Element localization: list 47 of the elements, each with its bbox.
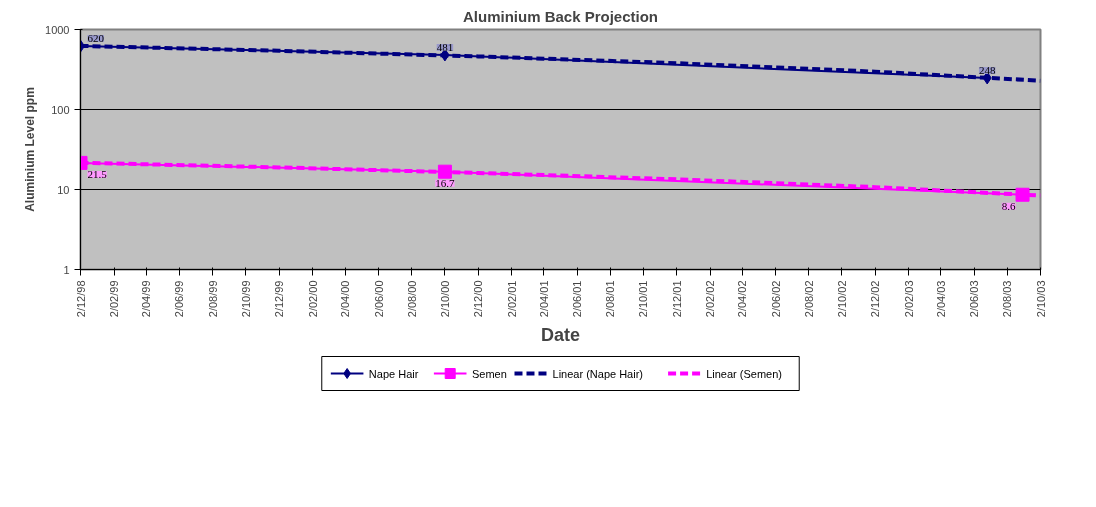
legend-label: Linear (Nape Hair): [552, 367, 644, 380]
x-tick-label: 2/02/00: [306, 280, 319, 318]
x-tick-label: 2/06/02: [769, 280, 782, 318]
legend-label: Semen: [471, 367, 507, 380]
x-tick-label: 2/10/00: [438, 280, 451, 318]
x-tick-label: 2/08/00: [405, 280, 418, 318]
x-tick-label: 2/02/03: [902, 280, 915, 318]
x-tick-label: 2/08/99: [206, 280, 219, 318]
x-axis-title: Date: [540, 325, 581, 346]
x-tick-label: 2/10/02: [835, 280, 848, 318]
y-tick-label: 1000: [45, 23, 70, 36]
x-tick-label: 2/02/01: [505, 280, 518, 318]
y-tick-label: 1: [63, 263, 70, 276]
data-label: 21.5: [87, 167, 108, 180]
data-label: 481: [436, 40, 454, 53]
x-tick-label: 2/04/02: [736, 280, 749, 318]
x-tick-label: 2/12/02: [869, 280, 882, 318]
x-tick-label: 2/06/99: [173, 280, 186, 318]
data-label: 16.7: [435, 176, 456, 189]
data-label: 620: [87, 32, 105, 45]
data-label: 8.6: [1001, 199, 1017, 212]
y-tick-label: 10: [57, 183, 70, 196]
x-tick-label: 2/06/00: [372, 280, 385, 318]
data-label: 248: [978, 63, 996, 76]
chart-title: Aluminium Back Projection: [462, 7, 659, 25]
x-tick-label: 2/10/03: [1034, 280, 1047, 318]
x-tick-label: 2/04/99: [140, 280, 153, 318]
x-tick-label: 2/06/03: [968, 280, 981, 318]
x-tick-label: 2/06/01: [571, 280, 584, 318]
x-tick-label: 2/04/03: [934, 280, 947, 318]
x-tick-label: 2/12/98: [74, 280, 87, 318]
x-tick-label: 2/10/99: [239, 280, 252, 318]
x-tick-label: 2/02/99: [108, 280, 121, 318]
legend-label: Linear (Semen): [706, 367, 782, 380]
x-tick-label: 2/10/01: [637, 280, 650, 318]
y-tick-label: 100: [51, 103, 70, 116]
x-tick-label: 2/12/01: [670, 280, 683, 318]
x-tick-label: 2/04/00: [339, 280, 352, 318]
x-tick-label: 2/04/01: [537, 280, 550, 318]
y-axis-title: Aluminium Level ppm: [23, 87, 38, 212]
x-tick-label: 2/08/03: [1001, 280, 1014, 318]
x-tick-label: 2/12/99: [273, 280, 286, 318]
x-tick-label: 2/02/02: [704, 280, 717, 318]
x-tick-label: 2/12/00: [472, 280, 485, 318]
x-tick-label: 2/08/01: [604, 280, 617, 318]
legend-label: Nape Hair: [368, 367, 419, 380]
x-tick-label: 2/08/02: [802, 280, 815, 318]
